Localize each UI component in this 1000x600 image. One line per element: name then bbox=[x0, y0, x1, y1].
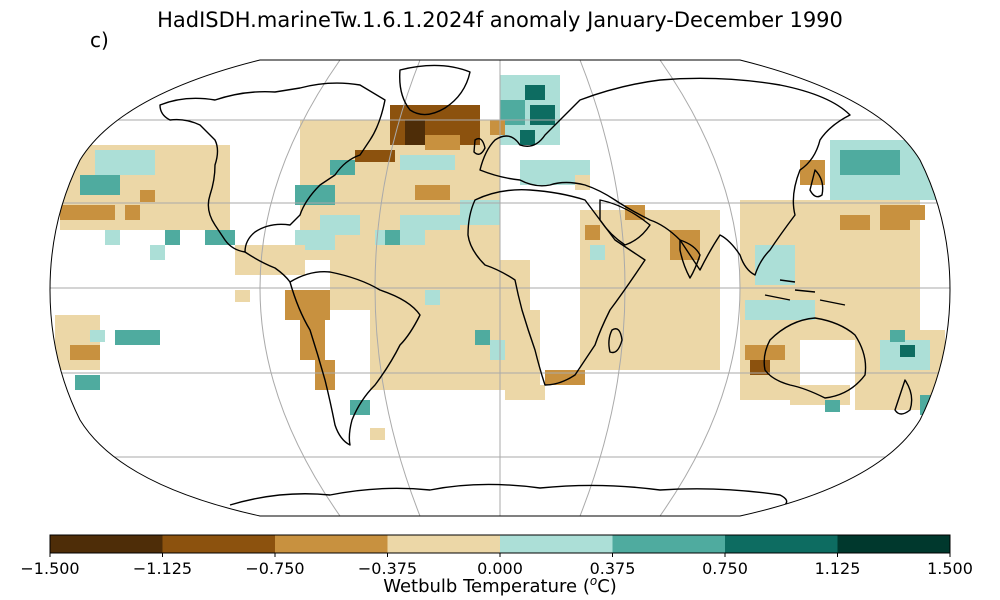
anomaly-cell bbox=[585, 225, 600, 240]
colorbar-segment bbox=[162, 535, 276, 553]
anomaly-cell bbox=[475, 330, 490, 345]
anomaly-cell bbox=[590, 245, 605, 260]
coastline-madagascar bbox=[608, 328, 623, 354]
anomaly-cell bbox=[350, 400, 370, 415]
anomaly-cell bbox=[115, 330, 160, 345]
anomaly-cell bbox=[235, 245, 305, 275]
anomaly-cell bbox=[890, 330, 905, 342]
coastline-indonesia bbox=[764, 279, 846, 306]
anomaly-cell bbox=[840, 215, 870, 230]
anomaly-cell bbox=[60, 205, 115, 220]
anomaly-cell bbox=[880, 205, 910, 230]
anomaly-cell bbox=[910, 205, 925, 220]
colorbar-label-end: C) bbox=[597, 576, 617, 597]
coastline-africa bbox=[467, 189, 646, 386]
anomaly-cell bbox=[520, 130, 535, 145]
colorbar-tick-label: 0.000 bbox=[477, 559, 523, 578]
anomaly-cell bbox=[505, 385, 545, 400]
anomaly-cell bbox=[840, 150, 900, 175]
colorbar-tick-label: −0.750 bbox=[245, 559, 305, 578]
anomaly-cell bbox=[900, 345, 915, 357]
anomaly-cell bbox=[315, 360, 335, 390]
anomaly-cell bbox=[525, 85, 545, 100]
colorbar-segment bbox=[50, 535, 163, 553]
anomaly-cell bbox=[400, 215, 460, 230]
colorbar-segment bbox=[612, 535, 726, 553]
colorbar-segment bbox=[837, 535, 951, 553]
colorbar-tick-label: 0.750 bbox=[702, 559, 748, 578]
coastline-antarctica bbox=[229, 483, 788, 515]
anomaly-cell bbox=[165, 230, 180, 245]
coastlines bbox=[159, 64, 913, 515]
colorbar-tick-label: −0.375 bbox=[357, 559, 418, 578]
anomaly-cell bbox=[405, 120, 425, 145]
anomaly-cell bbox=[425, 135, 460, 150]
colorbar-tick-label: −1.125 bbox=[132, 559, 193, 578]
anomaly-cell bbox=[490, 340, 505, 360]
colorbar-tick-label: 0.375 bbox=[589, 559, 636, 578]
colorbar-segment bbox=[387, 535, 501, 553]
colorbar-tick-label: 1.500 bbox=[927, 559, 973, 578]
anomaly-cell bbox=[205, 230, 235, 245]
anomaly-cell bbox=[80, 175, 120, 195]
colorbar-segment bbox=[275, 535, 388, 553]
anomaly-cell bbox=[355, 150, 395, 162]
colorbar-tick-label: 1.125 bbox=[814, 559, 861, 578]
panel-label: c) bbox=[90, 28, 109, 52]
colorbar-label-superscript: o bbox=[589, 574, 598, 588]
coastline-uk bbox=[473, 137, 486, 155]
colorbar-segment bbox=[725, 535, 838, 553]
anomaly-cell bbox=[55, 315, 100, 370]
graticule bbox=[50, 60, 950, 516]
anomaly-cell bbox=[125, 205, 140, 220]
anomaly-cell bbox=[370, 310, 540, 390]
coastline-north-america bbox=[159, 82, 386, 253]
anomaly-cell bbox=[95, 150, 155, 175]
map-outline bbox=[49, 59, 951, 517]
anomaly-cell bbox=[235, 290, 250, 302]
coastline-central-america bbox=[244, 251, 291, 283]
anomaly-cell bbox=[755, 245, 795, 285]
anomaly-cell bbox=[400, 155, 455, 170]
coastline-south-america bbox=[289, 271, 421, 446]
anomaly-cell bbox=[425, 290, 440, 305]
anomaly-cell bbox=[295, 185, 335, 205]
anomaly-cell bbox=[150, 245, 165, 260]
coastline-greenland bbox=[399, 64, 471, 116]
anomaly-cell bbox=[490, 120, 505, 135]
anomaly-cell bbox=[750, 360, 770, 375]
anomaly-cell bbox=[825, 400, 840, 412]
chart-title: HadISDH.marineTw.1.6.1.2024f anomaly Jan… bbox=[157, 8, 843, 32]
anomaly-cell bbox=[75, 375, 100, 390]
anomaly-cell bbox=[415, 185, 450, 200]
colorbar-label-main: Wetbulb Temperature ( bbox=[383, 576, 590, 597]
coastline-australia bbox=[763, 317, 867, 399]
coastline-eurasia bbox=[479, 77, 851, 276]
anomaly-cell bbox=[370, 428, 385, 440]
colorbar-segment bbox=[500, 535, 613, 553]
anomaly-cell bbox=[575, 175, 590, 190]
coastline-japan bbox=[809, 169, 824, 198]
anomaly-cell bbox=[285, 290, 330, 320]
anomaly-cell bbox=[140, 190, 155, 202]
coastline-arabia bbox=[599, 199, 651, 246]
anomaly-cell bbox=[385, 230, 400, 245]
coastline-new-zealand bbox=[894, 379, 913, 415]
coastline-india bbox=[679, 239, 701, 279]
colorbar-tick-label: −1.500 bbox=[20, 559, 80, 578]
anomaly-cell bbox=[70, 345, 100, 360]
colorbar-label: Wetbulb Temperature (oC) bbox=[0, 574, 1000, 597]
anomaly-cell bbox=[745, 300, 815, 320]
anomaly-cell bbox=[105, 230, 120, 245]
anomaly-cell bbox=[460, 200, 500, 225]
anomaly-cell bbox=[90, 330, 105, 342]
anomaly-cell bbox=[330, 160, 355, 175]
